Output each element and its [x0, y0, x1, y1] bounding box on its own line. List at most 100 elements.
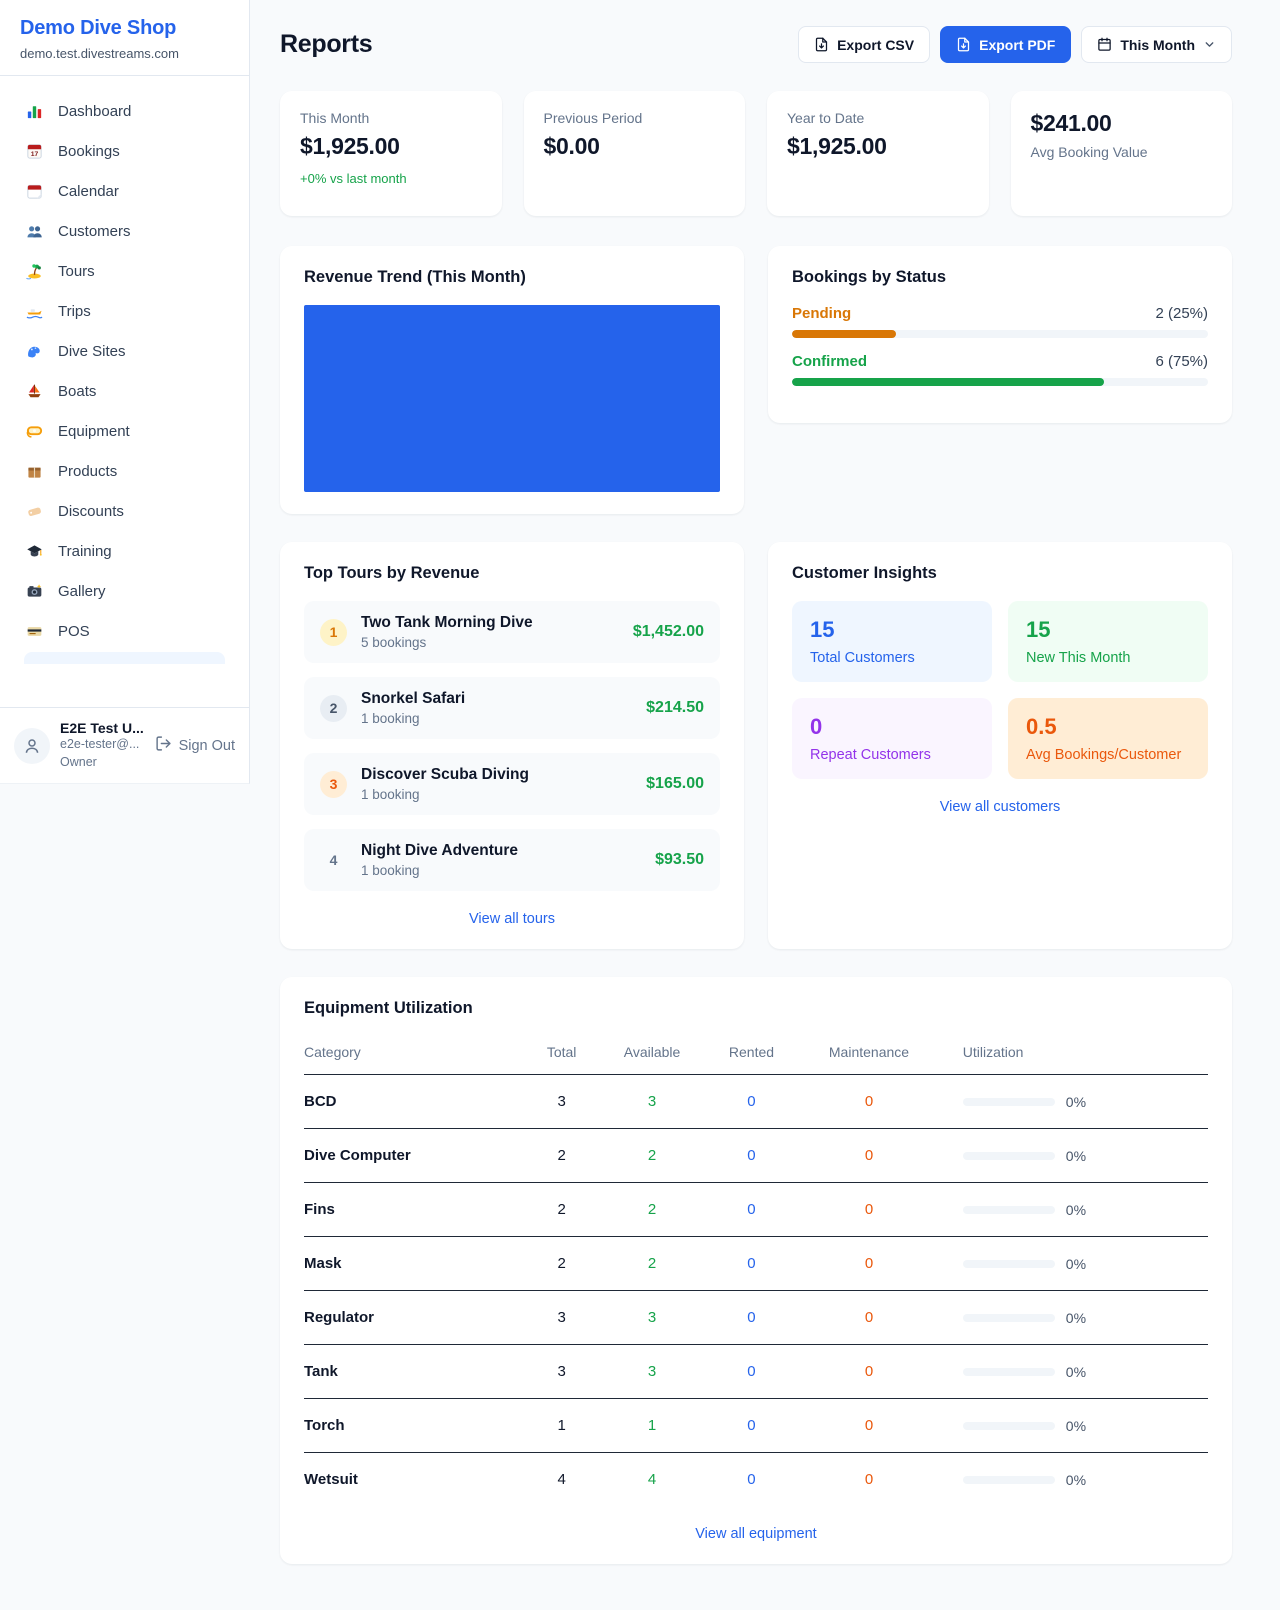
avatar: [14, 727, 50, 764]
export-csv-button[interactable]: Export CSV: [798, 26, 931, 63]
equipment-total: 4: [557, 1471, 566, 1488]
sidebar-item-customers[interactable]: Customers: [12, 212, 237, 250]
insights-row: Top Tours by Revenue 1 Two Tank Morning D…: [280, 542, 1232, 949]
user-info: E2E Test U... e2e-tester@... Owner: [60, 720, 145, 771]
equipment-utilization: 0%: [937, 1094, 1208, 1110]
sidebar-item-tours[interactable]: Tours: [12, 252, 237, 290]
equipment-table-header: Category Total Available Rented Maintenance U…: [304, 1036, 1208, 1075]
sidebar-item-discounts[interactable]: Discounts: [12, 492, 237, 530]
status-value: 6 (75%): [1155, 353, 1208, 370]
sidebar-item-label: Products: [58, 462, 118, 480]
column-header-category: Category: [304, 1044, 361, 1060]
view-all-customers-link[interactable]: View all customers: [939, 799, 1061, 815]
top-tours-title: Top Tours by Revenue: [304, 564, 480, 582]
column-header-rented: Rented: [728, 1044, 775, 1060]
stat-value: $0.00: [543, 133, 600, 159]
sailboat-icon: [24, 381, 44, 401]
tour-revenue: $165.00: [646, 775, 704, 792]
equipment-row-wetsuit: Wetsuit 4 4 0 0 0%: [304, 1453, 1208, 1506]
sidebar-item-label: Bookings: [58, 142, 120, 160]
equipment-available: 3: [647, 1309, 657, 1326]
equipment-maintenance: 0: [864, 1309, 874, 1326]
brand-name[interactable]: Demo Dive Shop: [20, 17, 177, 39]
sidebar-item-equipment[interactable]: Equipment: [12, 412, 237, 450]
island-icon: [24, 261, 44, 281]
export-pdf-button[interactable]: Export PDF: [940, 26, 1072, 63]
sidebar-item-pos[interactable]: POS: [12, 612, 237, 650]
equipment-table-body: BCD 3 3 0 0 0% Dive Computer 2 2 0 0 0% Fins 2 2 0 0 0% Ma…: [304, 1075, 1208, 1506]
user-name: E2E Test U...: [60, 720, 144, 736]
sidebar-item-boats[interactable]: Boats: [12, 372, 237, 410]
bar-chart-icon: [24, 101, 44, 121]
utilization-bar: [962, 1097, 1055, 1106]
column-header-utilization: Utilization: [962, 1044, 1024, 1060]
view-all-tours-link[interactable]: View all tours: [469, 911, 555, 927]
insight-tile-avg-bookings-customer: 0.5 Avg Bookings/Customer: [1008, 698, 1208, 779]
equipment-available: 1: [647, 1417, 657, 1434]
stat-label: Avg Booking Value: [1030, 144, 1148, 160]
revenue-trend-title: Revenue Trend (This Month): [304, 268, 526, 286]
utilization-percent: 0%: [1065, 1255, 1087, 1272]
utilization-percent: 0%: [1065, 1093, 1087, 1110]
sidebar-item-calendar[interactable]: Calendar: [12, 172, 237, 210]
grad-cap-icon: [24, 541, 44, 561]
sidebar-item-dashboard[interactable]: Dashboard: [12, 92, 237, 130]
view-all-equipment-link[interactable]: View all equipment: [695, 1526, 817, 1542]
utilization-bar: [962, 1421, 1055, 1430]
sidebar-item-dive-sites[interactable]: Dive Sites: [12, 332, 237, 370]
sign-out-icon: [155, 735, 172, 756]
period-dropdown[interactable]: This Month: [1081, 26, 1232, 63]
tour-row-3: 3 Discover Scuba Diving 1 booking $165.00: [304, 753, 720, 815]
sidebar-item-label: Boats: [58, 382, 97, 400]
sidebar-item-label: Dashboard: [58, 102, 132, 120]
equipment-row-mask: Mask 2 2 0 0 0%: [304, 1237, 1208, 1291]
stat-label: Previous Period: [543, 110, 643, 126]
stat-card-year-to-date: Year to Date $1,925.00: [767, 91, 989, 216]
sign-out-label: Sign Out: [178, 737, 235, 754]
utilization-percent: 0%: [1065, 1363, 1087, 1380]
equipment-total: 2: [557, 1147, 566, 1164]
tour-info: Discover Scuba Diving 1 booking: [361, 766, 632, 802]
equipment-row-regulator: Regulator 3 3 0 0 0%: [304, 1291, 1208, 1345]
sidebar-item-bookings[interactable]: 17 Bookings: [12, 132, 237, 170]
column-header-total: Total: [546, 1044, 577, 1060]
chevron-down-icon: [1203, 38, 1216, 51]
equipment-row-torch: Torch 1 1 0 0 0%: [304, 1399, 1208, 1453]
status-bar-track: [792, 378, 1208, 386]
utilization-percent: 0%: [1065, 1471, 1087, 1488]
utilization-bar: [962, 1367, 1055, 1376]
sidebar-item-trips[interactable]: Trips: [12, 292, 237, 330]
insight-value: 15: [1026, 617, 1051, 642]
equipment-utilization-card: Equipment Utilization Category Total Avail…: [280, 977, 1232, 1564]
utilization-bar: [962, 1475, 1055, 1484]
sidebar-item-products[interactable]: Products: [12, 452, 237, 490]
insight-value: 15: [810, 617, 835, 642]
tour-revenue: $1,452.00: [632, 623, 704, 640]
tour-bookings: 1 booking: [361, 787, 420, 802]
equipment-row-bcd: BCD 3 3 0 0 0%: [304, 1075, 1208, 1129]
brand: Demo Dive Shop demo.test.divestreams.com: [0, 0, 249, 76]
tour-revenue: $93.50: [655, 851, 704, 868]
column-header-available: Available: [623, 1044, 681, 1060]
user-email: e2e-tester@...: [60, 737, 140, 751]
sidebar-item-partial-highlight[interactable]: [24, 652, 225, 664]
equipment-utilization: 0%: [937, 1256, 1208, 1272]
stat-value: $1,925.00: [300, 133, 400, 159]
revenue-trend-chart: [304, 305, 720, 492]
utilization-percent: 0%: [1065, 1201, 1087, 1218]
equipment-utilization: 0%: [937, 1472, 1208, 1488]
equipment-total: 3: [557, 1363, 566, 1380]
stat-delta: +0% vs last month: [300, 171, 407, 186]
stat-label: This Month: [300, 110, 370, 126]
tour-rank-badge: 3: [320, 770, 347, 798]
equipment-category: Dive Computer: [304, 1147, 411, 1164]
sidebar-item-label: Training: [58, 542, 112, 560]
sidebar-item-gallery[interactable]: Gallery: [12, 572, 237, 610]
status-row-pending: Pending 2 (25%): [792, 305, 1208, 338]
utilization-bar: [962, 1151, 1055, 1160]
equipment-utilization: 0%: [937, 1364, 1208, 1380]
status-bar-fill: [792, 330, 896, 338]
sign-out-button[interactable]: Sign Out: [155, 735, 235, 756]
sidebar-item-training[interactable]: Training: [12, 532, 237, 570]
